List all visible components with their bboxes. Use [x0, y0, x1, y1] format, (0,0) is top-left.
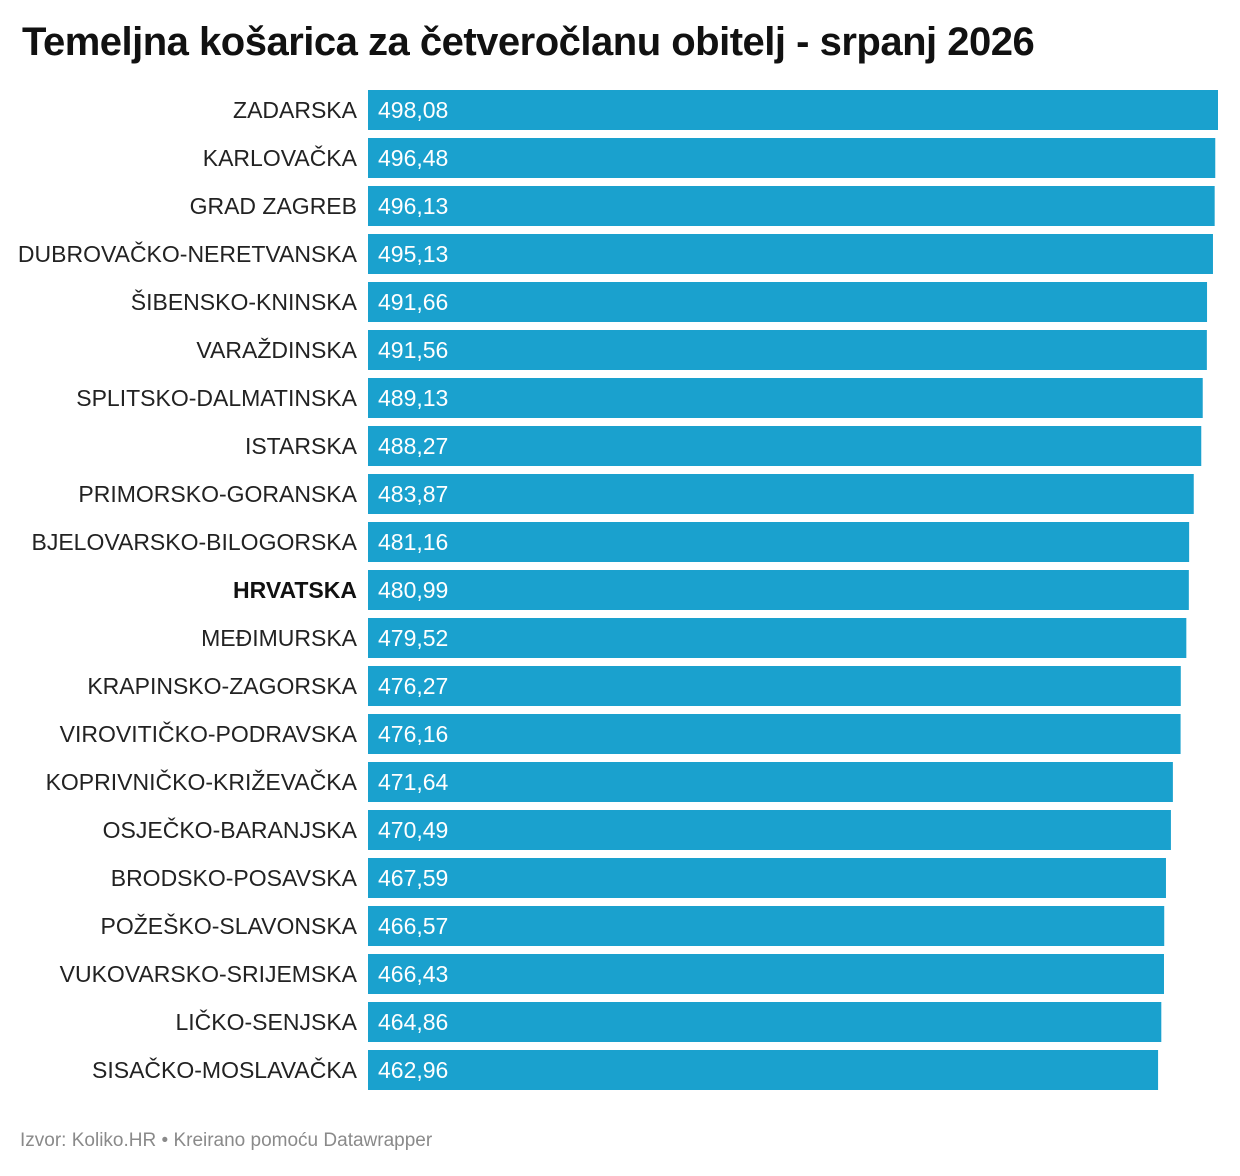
bar — [368, 186, 1215, 226]
value-label: 488,27 — [378, 433, 448, 459]
category-label: OSJEČKO-BARANJSKA — [103, 816, 358, 843]
value-label: 481,16 — [378, 529, 448, 555]
bar — [368, 810, 1171, 850]
bar — [368, 378, 1203, 418]
category-label: MEĐIMURSKA — [201, 625, 358, 651]
value-label: 464,86 — [378, 1009, 448, 1035]
category-label: ISTARSKA — [245, 433, 358, 459]
value-label: 496,13 — [378, 193, 448, 219]
value-label: 480,99 — [378, 577, 448, 603]
bar — [368, 234, 1213, 274]
bar — [368, 570, 1189, 610]
source-prefix: Izvor: — [20, 1130, 67, 1151]
bar — [368, 426, 1202, 466]
category-label: BRODSKO-POSAVSKA — [111, 865, 358, 891]
value-label: 483,87 — [378, 481, 448, 507]
value-label: 491,56 — [378, 337, 448, 363]
value-label: 479,52 — [378, 625, 448, 651]
category-label: GRAD ZAGREB — [190, 193, 357, 219]
value-label: 462,96 — [378, 1057, 448, 1083]
credit-text: Kreirano pomoću Datawrapper — [173, 1130, 433, 1151]
category-label: DUBROVAČKO-NERETVANSKA — [18, 240, 358, 267]
value-label: 467,59 — [378, 865, 448, 891]
bar-chart: ZADARSKA 498,08 KARLOVAČKA 496,48 GRAD ZAGRE… — [18, 90, 1218, 1090]
category-label: SPLITSKO-DALMATINSKA — [76, 385, 357, 411]
footer-separator: • — [161, 1130, 169, 1151]
category-label: VARAŽDINSKA — [196, 337, 357, 363]
bar — [368, 474, 1194, 514]
value-label: 496,48 — [378, 145, 448, 171]
value-label: 466,57 — [378, 913, 448, 939]
category-label: PRIMORSKO-GORANSKA — [78, 481, 357, 507]
footer: Izvor: Koliko.HR • Kreirano pomoću Dataw… — [20, 1130, 432, 1152]
category-label: VUKOVARSKO-SRIJEMSKA — [60, 961, 358, 987]
category-label: ŠIBENSKO-KNINSKA — [131, 288, 358, 315]
value-label: 476,16 — [378, 721, 448, 747]
bar — [368, 714, 1181, 754]
bar — [368, 954, 1164, 994]
category-label: BJELOVARSKO-BILOGORSKA — [31, 529, 357, 555]
chart-title: Temeljna košarica za četveročlanu obitel… — [22, 20, 1035, 64]
value-label: 466,43 — [378, 961, 448, 987]
category-label: ZADARSKA — [233, 97, 358, 123]
value-label: 498,08 — [378, 97, 448, 123]
bar — [368, 858, 1166, 898]
bar — [368, 666, 1181, 706]
bar — [368, 90, 1218, 130]
bar — [368, 1050, 1159, 1090]
value-label: 491,66 — [378, 289, 448, 315]
category-label: POŽEŠKO-SLAVONSKA — [101, 912, 358, 939]
bar — [368, 762, 1173, 802]
bar — [368, 1002, 1162, 1042]
value-label: 495,13 — [378, 241, 448, 267]
value-label: 471,64 — [378, 769, 449, 795]
category-label: KARLOVAČKA — [203, 144, 358, 171]
source-name: Koliko.HR — [71, 1130, 157, 1151]
category-label: KRAPINSKO-ZAGORSKA — [87, 673, 357, 699]
bar — [368, 330, 1207, 370]
bar — [368, 906, 1165, 946]
bar — [368, 282, 1208, 322]
category-label: VIROVITIČKO-PODRAVSKA — [60, 720, 358, 747]
value-label: 470,49 — [378, 817, 448, 843]
value-label: 489,13 — [378, 385, 448, 411]
bar — [368, 618, 1187, 658]
category-label: KOPRIVNIČKO-KRIŽEVAČKA — [46, 768, 358, 795]
value-label: 476,27 — [378, 673, 448, 699]
category-label: SISAČKO-MOSLAVAČKA — [92, 1056, 358, 1083]
category-label: HRVATSKA — [233, 577, 357, 603]
category-label: LIČKO-SENJSKA — [176, 1008, 358, 1035]
bar — [368, 522, 1190, 562]
bar — [368, 138, 1216, 178]
